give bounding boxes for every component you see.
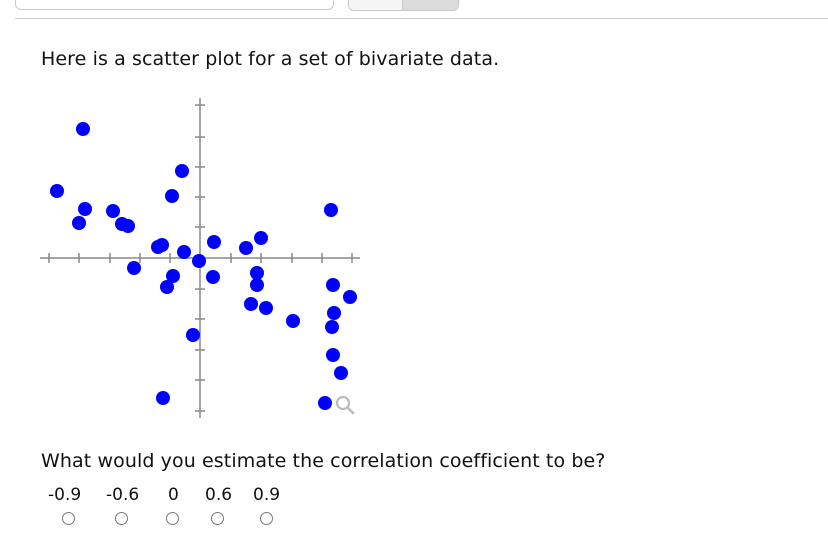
data-point	[239, 241, 253, 255]
data-point	[324, 203, 338, 217]
data-point	[175, 164, 189, 178]
data-point	[192, 254, 206, 268]
option-label-4: 0.9	[253, 485, 281, 505]
data-point	[76, 122, 90, 136]
header-divider	[15, 18, 828, 19]
data-point	[318, 396, 332, 410]
data-point	[166, 269, 180, 283]
segment-right-button[interactable]	[403, 0, 458, 10]
option-radio-1[interactable]	[115, 512, 128, 525]
option-radio-2[interactable]	[166, 512, 179, 525]
data-point	[78, 202, 92, 216]
data-point	[254, 231, 268, 245]
data-point	[106, 204, 120, 218]
option-radio-0[interactable]	[62, 512, 75, 525]
data-point	[127, 261, 141, 275]
data-point	[326, 348, 340, 362]
segmented-button[interactable]	[348, 0, 459, 11]
magnifier-icon[interactable]	[335, 395, 355, 415]
data-point	[177, 245, 191, 259]
option-label-3: 0.6	[205, 485, 233, 505]
option-radio-3[interactable]	[211, 512, 224, 525]
plot-points	[50, 122, 357, 410]
data-point	[72, 216, 86, 230]
data-point	[207, 235, 221, 249]
data-point	[325, 320, 339, 334]
data-point	[259, 301, 273, 315]
option-label-1: -0.6	[106, 485, 140, 505]
data-point	[156, 391, 170, 405]
data-point	[50, 184, 64, 198]
data-point	[250, 266, 264, 280]
question-text: What would you estimate the correlation …	[41, 450, 606, 472]
data-point	[250, 278, 264, 292]
data-point	[121, 219, 135, 233]
data-point	[326, 278, 340, 292]
data-point	[343, 290, 357, 304]
data-point	[186, 328, 200, 342]
data-point	[244, 297, 258, 311]
data-point	[334, 366, 348, 380]
data-point	[165, 189, 179, 203]
data-point	[286, 314, 300, 328]
data-point	[327, 306, 341, 320]
answer-input-box[interactable]	[15, 0, 334, 10]
data-point	[155, 238, 169, 252]
option-radio-4[interactable]	[260, 512, 273, 525]
data-point	[160, 280, 174, 294]
data-point	[206, 270, 220, 284]
option-label-0: -0.9	[48, 485, 82, 505]
intro-text: Here is a scatter plot for a set of biva…	[41, 48, 500, 70]
option-label-2: 0	[168, 485, 179, 505]
scatter-plot	[40, 98, 360, 418]
segment-left-button[interactable]	[349, 0, 403, 10]
